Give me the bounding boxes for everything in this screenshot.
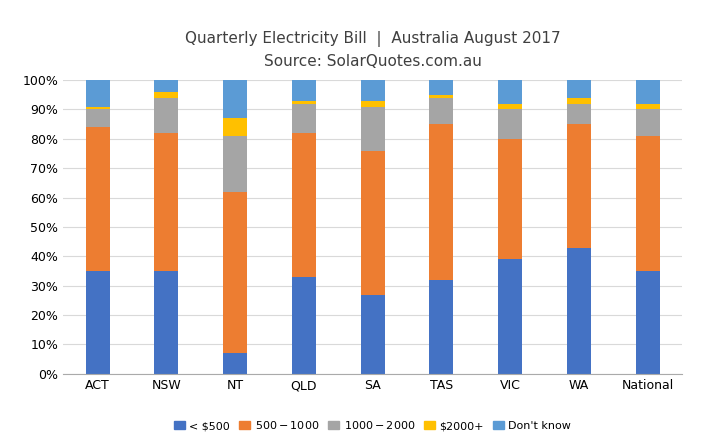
Bar [86, 127, 110, 271]
Bar [155, 133, 179, 271]
Bar [567, 247, 591, 374]
Bar [223, 80, 247, 118]
Bar [636, 104, 659, 109]
Bar [430, 98, 453, 124]
Bar [567, 80, 591, 98]
Bar [155, 98, 179, 133]
Bar [361, 295, 385, 374]
Bar [292, 277, 316, 374]
Bar [292, 104, 316, 133]
Title: Quarterly Electricity Bill  |  Australia August 2017
Source: SolarQuotes.com.au: Quarterly Electricity Bill | Australia A… [185, 31, 560, 69]
Bar [155, 92, 179, 98]
Bar [636, 136, 659, 271]
Bar [86, 109, 110, 127]
Bar [567, 104, 591, 124]
Bar [361, 80, 385, 101]
Bar [430, 95, 453, 98]
Bar [498, 139, 522, 259]
Bar [86, 80, 110, 106]
Bar [361, 106, 385, 150]
Bar [223, 192, 247, 353]
Bar [361, 101, 385, 106]
Bar [636, 80, 659, 104]
Bar [361, 150, 385, 295]
Bar [292, 80, 316, 101]
Bar [430, 124, 453, 280]
Bar [498, 104, 522, 109]
Bar [223, 136, 247, 192]
Legend: < $500, $500 - $1000, $1000- $2000, $2000+, Don't know: < $500, $500 - $1000, $1000- $2000, $200… [169, 415, 576, 436]
Bar [155, 271, 179, 374]
Bar [430, 80, 453, 95]
Bar [86, 106, 110, 109]
Bar [498, 109, 522, 139]
Bar [223, 118, 247, 136]
Bar [430, 280, 453, 374]
Bar [567, 98, 591, 104]
Bar [292, 101, 316, 104]
Bar [498, 80, 522, 104]
Bar [86, 271, 110, 374]
Bar [223, 353, 247, 374]
Bar [636, 109, 659, 136]
Bar [292, 133, 316, 277]
Bar [636, 271, 659, 374]
Bar [155, 80, 179, 92]
Bar [498, 259, 522, 374]
Bar [567, 124, 591, 247]
